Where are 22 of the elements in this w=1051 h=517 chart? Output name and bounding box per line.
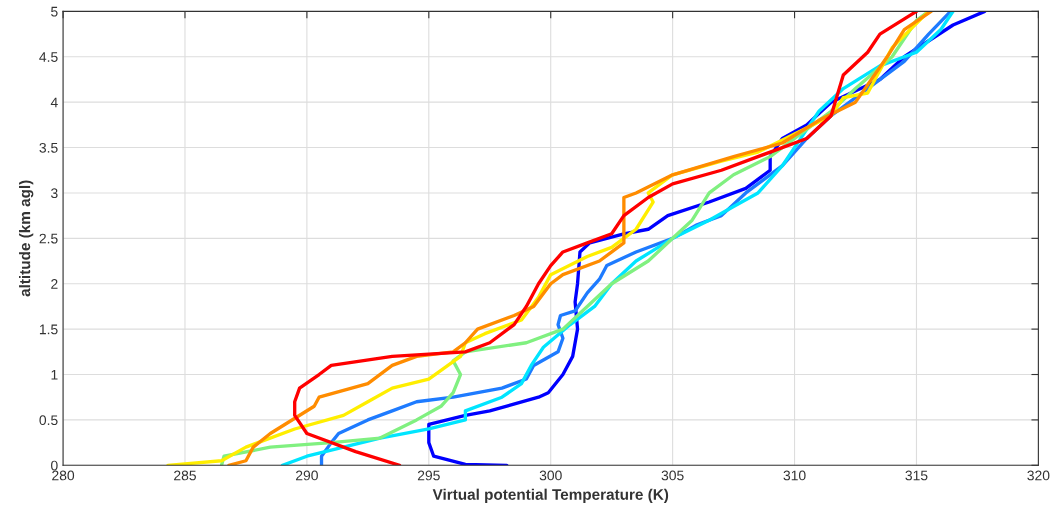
- x-tick-label: 305: [661, 470, 684, 481]
- y-tick-label: 1: [51, 369, 58, 380]
- y-tick-label: 0: [51, 460, 58, 471]
- x-tick-label: 280: [52, 470, 75, 481]
- x-tick-label: 315: [905, 470, 928, 481]
- x-tick-label: 285: [174, 470, 196, 481]
- y-tick-label: 0.5: [39, 415, 58, 426]
- y-tick-label: 4: [50, 97, 58, 108]
- y-tick-label: 3.5: [39, 142, 58, 153]
- y-tick-label: 2.5: [39, 233, 58, 244]
- x-tick-label: 295: [417, 470, 440, 481]
- y-tick-label: 4.5: [39, 52, 58, 62]
- x-tick-label: 290: [296, 470, 318, 481]
- x-tick-label: 320: [1027, 470, 1050, 481]
- y-tick-label: 1.5: [39, 324, 58, 335]
- y-tick-label: 5: [51, 6, 58, 17]
- y-tick-label: 3: [51, 188, 58, 199]
- y-tick-label: 2: [51, 279, 58, 289]
- x-tick-label: 310: [783, 470, 806, 481]
- x-tick-label: 300: [539, 470, 562, 481]
- x-axis-title: Virtual potential Temperature (K): [432, 488, 669, 503]
- y-axis-title: altitude (km agl): [19, 180, 34, 297]
